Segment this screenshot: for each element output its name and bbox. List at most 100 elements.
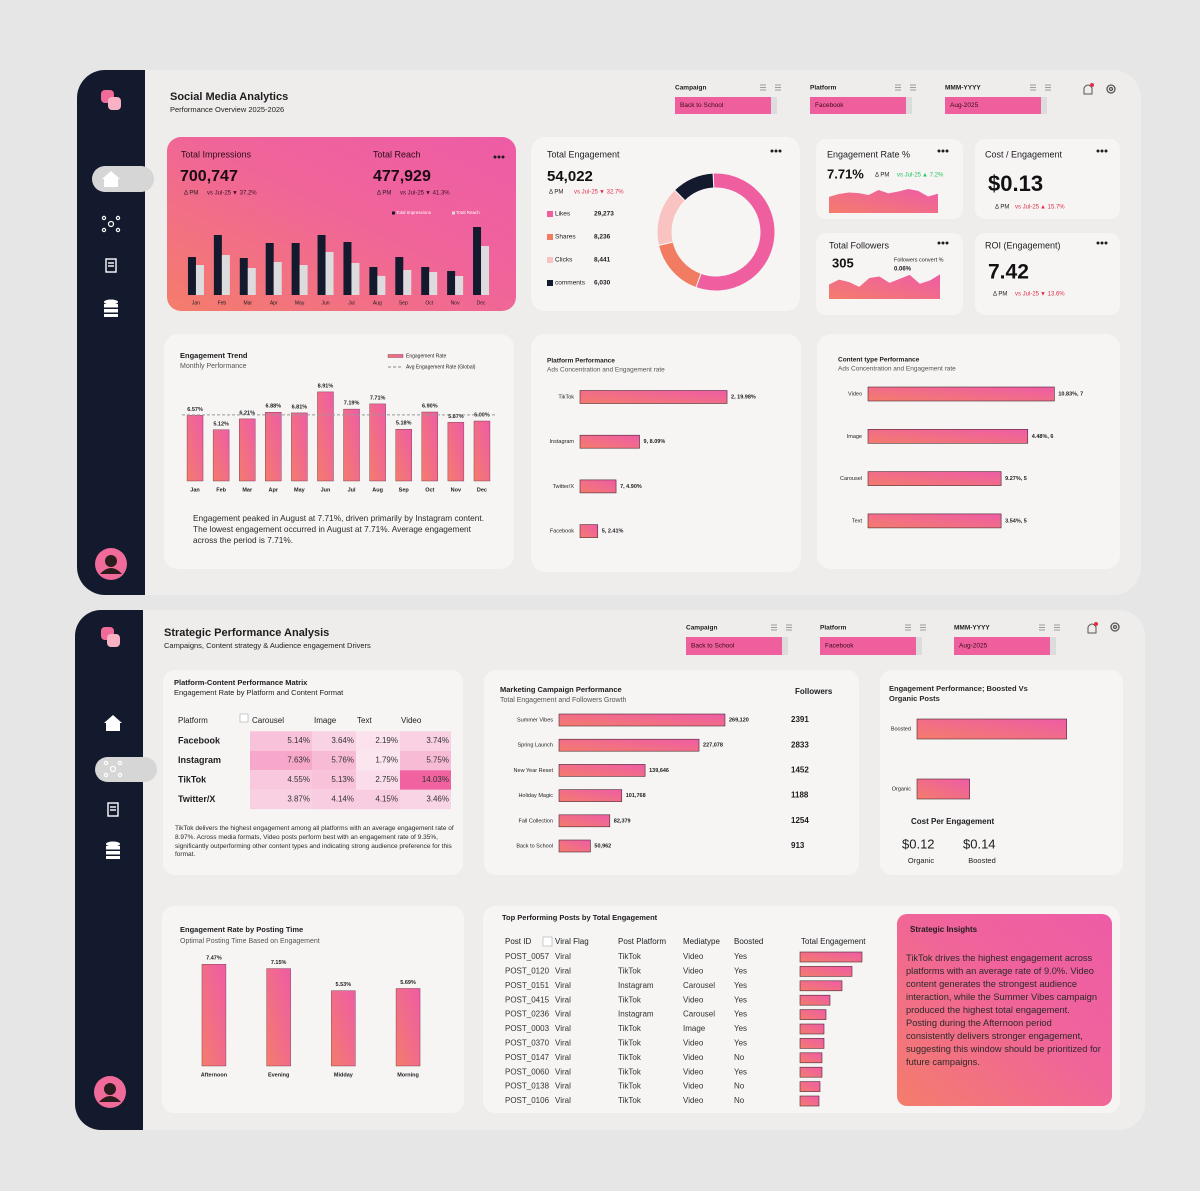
chart-subtitle: Monthly Performance bbox=[180, 363, 247, 370]
menu-dot[interactable] bbox=[493, 155, 497, 159]
filter-box[interactable] bbox=[810, 97, 906, 114]
table-cell: Viral bbox=[555, 1082, 571, 1091]
bar bbox=[317, 391, 334, 482]
home-icon[interactable] bbox=[104, 715, 122, 731]
bell-icon[interactable] bbox=[1087, 622, 1098, 634]
sparkline-area bbox=[829, 274, 940, 299]
filter-box[interactable] bbox=[820, 637, 916, 655]
settings-icon[interactable] bbox=[1106, 84, 1116, 94]
column-header: Video bbox=[401, 716, 422, 725]
kpi-label: Total Impressions bbox=[181, 149, 252, 159]
menu-dot[interactable] bbox=[937, 149, 941, 153]
filter-box[interactable] bbox=[675, 97, 771, 114]
data-label: 6.81% bbox=[292, 404, 308, 410]
table-cell: Video bbox=[683, 1082, 704, 1091]
table-cell: Viral bbox=[555, 1067, 571, 1076]
filter-box[interactable] bbox=[686, 637, 782, 655]
table-cell: Yes bbox=[734, 981, 747, 990]
menu-dot[interactable] bbox=[1096, 149, 1100, 153]
x-tick-label: Nov bbox=[451, 487, 462, 493]
table-cell: Viral bbox=[555, 967, 571, 976]
bar bbox=[558, 789, 623, 802]
network-icon[interactable] bbox=[103, 760, 123, 778]
filter-button[interactable] bbox=[239, 713, 249, 723]
kpi-change: ▲ 15.7% bbox=[1040, 205, 1065, 211]
bar bbox=[331, 990, 356, 1067]
menu-dot[interactable] bbox=[1100, 241, 1104, 245]
logo bbox=[107, 634, 120, 647]
row-header: Instagram bbox=[178, 755, 221, 765]
menu-dot[interactable] bbox=[937, 241, 941, 245]
table-cell: POST_0120 bbox=[505, 967, 550, 976]
table-title: Top Performing Posts by Total Engagement bbox=[502, 913, 658, 922]
legend-label: Likes bbox=[555, 211, 571, 218]
table-cell: POST_0147 bbox=[505, 1053, 550, 1062]
chart-title: Platform Performance bbox=[547, 358, 615, 365]
menu-dot[interactable] bbox=[941, 149, 945, 153]
row-header: Facebook bbox=[178, 735, 221, 745]
menu-dot[interactable] bbox=[778, 149, 782, 153]
kpi-value: 7.42 bbox=[988, 261, 1029, 284]
menu-dot[interactable] bbox=[1100, 149, 1104, 153]
filter-value: Aug-2025 bbox=[959, 643, 988, 650]
table-cell: Yes bbox=[734, 1039, 747, 1048]
bar bbox=[799, 1038, 825, 1049]
report-icon[interactable] bbox=[107, 802, 119, 817]
menu-dot[interactable] bbox=[1104, 241, 1108, 245]
menu-dot[interactable] bbox=[1096, 241, 1100, 245]
x-tick-label: Apr bbox=[269, 487, 279, 493]
data-label: 5.18% bbox=[396, 421, 412, 427]
settings-icon[interactable] bbox=[1110, 622, 1120, 632]
bar bbox=[343, 242, 352, 295]
kpi-period: vs Jul-25 bbox=[574, 190, 599, 196]
menu-dot[interactable] bbox=[945, 241, 949, 245]
filter-box[interactable] bbox=[945, 97, 1041, 114]
filter-value: Aug-2025 bbox=[950, 102, 979, 109]
menu-dot[interactable] bbox=[497, 155, 501, 159]
report-icon[interactable] bbox=[105, 258, 117, 273]
heat-cell bbox=[400, 770, 451, 790]
filter-button[interactable] bbox=[542, 936, 553, 947]
menu-dot[interactable] bbox=[1104, 149, 1108, 153]
menu-dot[interactable] bbox=[941, 241, 945, 245]
menu-dot[interactable] bbox=[774, 149, 778, 153]
logo bbox=[108, 97, 121, 110]
bar bbox=[447, 271, 456, 295]
data-label: 6.00% bbox=[474, 412, 490, 418]
kpi-label: Engagement Rate % bbox=[827, 149, 910, 159]
bar bbox=[558, 713, 726, 727]
insights-card bbox=[897, 914, 1112, 1106]
database-icon[interactable] bbox=[106, 841, 120, 860]
data-label: 8,236 bbox=[594, 234, 611, 241]
bell-icon[interactable] bbox=[1083, 83, 1094, 95]
bar bbox=[799, 966, 853, 977]
menu-dot[interactable] bbox=[770, 149, 774, 153]
avatar bbox=[100, 568, 122, 574]
data-label: 7.47% bbox=[206, 956, 222, 962]
menu-dot[interactable] bbox=[501, 155, 505, 159]
column-header: Carousel bbox=[252, 716, 284, 725]
filter-box[interactable] bbox=[954, 637, 1050, 655]
table-cell: Instagram bbox=[618, 1010, 654, 1019]
table-cell: Carousel bbox=[683, 1010, 715, 1019]
database-icon[interactable] bbox=[104, 299, 118, 318]
heat-cell bbox=[250, 731, 312, 751]
legend-swatch bbox=[547, 257, 553, 263]
x-tick-label: Jul bbox=[348, 487, 356, 493]
table-cell: Viral bbox=[555, 1053, 571, 1062]
x-tick-label: Nov bbox=[451, 300, 460, 306]
kpi-sub-value: 0.06% bbox=[894, 267, 912, 273]
paragraph: TikTok delivers the highest engagement a… bbox=[175, 825, 454, 859]
data-label: 139,646 bbox=[649, 768, 669, 774]
menu-dot[interactable] bbox=[945, 149, 949, 153]
sparkline-area bbox=[829, 189, 938, 213]
kpi-period: vs Jul-25 bbox=[897, 173, 922, 179]
home-icon[interactable] bbox=[102, 171, 120, 187]
network-icon[interactable] bbox=[101, 215, 121, 233]
table-cell: Video bbox=[683, 1053, 704, 1062]
bar bbox=[291, 412, 308, 482]
x-tick-label: Dec bbox=[477, 487, 487, 493]
table-subtitle: Engagement Rate by Platform and Content … bbox=[174, 688, 344, 697]
column-header: Platform bbox=[178, 716, 208, 725]
kpi-change: ▼ 32.7% bbox=[599, 190, 624, 196]
